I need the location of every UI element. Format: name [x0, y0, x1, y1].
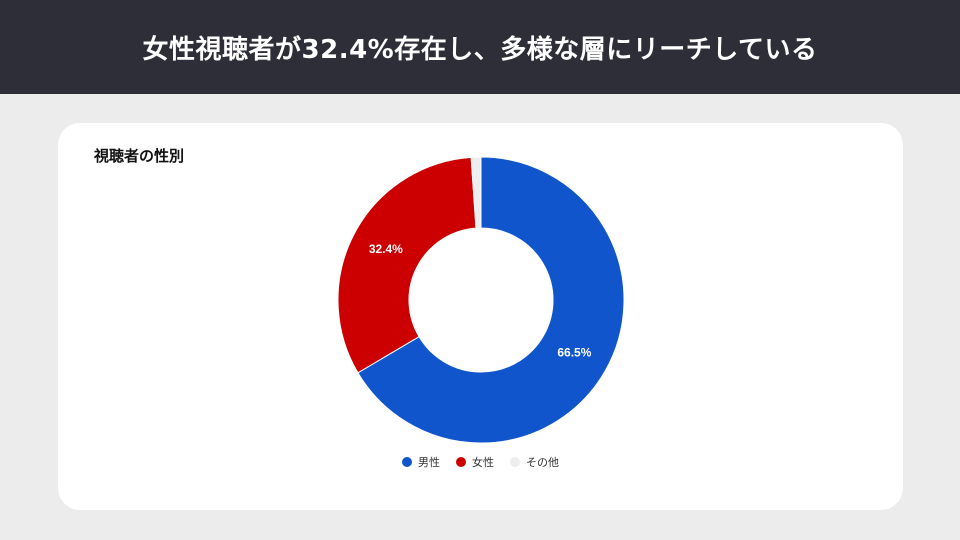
donut-slice-0: [357, 156, 625, 444]
chart-card: 視聴者の性別 66.5% 32.4% 男性 女性 その他: [58, 123, 903, 510]
legend-label: 男性: [418, 456, 440, 469]
legend-dot-icon: [402, 457, 412, 467]
legend-item-0: 男性: [402, 454, 440, 470]
slice-value-label-1: 32.4%: [369, 242, 403, 256]
chart-legend: 男性 女性 その他: [58, 454, 903, 470]
legend-label: その他: [526, 456, 559, 469]
legend-item-2: その他: [510, 454, 559, 470]
donut-slice-1: [337, 156, 477, 374]
chart-title: 視聴者の性別: [94, 147, 185, 165]
legend-item-1: 女性: [456, 454, 494, 470]
slice-value-label-0: 66.5%: [557, 345, 591, 359]
donut-slice-2: [470, 156, 482, 229]
legend-dot-icon: [510, 457, 520, 467]
donut-chart: 66.5% 32.4%: [337, 156, 625, 444]
header-bar: 女性視聴者が32.4%存在し、多様な層にリーチしている: [0, 0, 960, 94]
legend-dot-icon: [456, 457, 466, 467]
legend-label: 女性: [472, 456, 494, 469]
page-title: 女性視聴者が32.4%存在し、多様な層にリーチしている: [142, 34, 818, 65]
